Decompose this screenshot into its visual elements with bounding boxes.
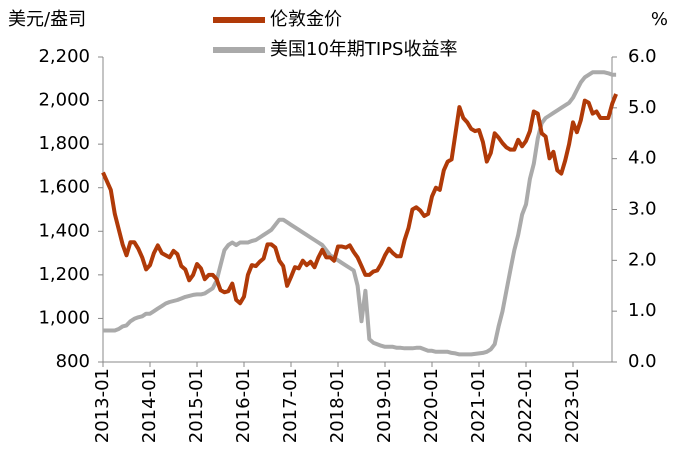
y2-tick-label: 6.0 — [628, 46, 657, 67]
y-tick-label: 2,000 — [38, 90, 90, 111]
y2-tick-label: 5.0 — [628, 97, 657, 118]
x-tick-label: 2016-01 — [233, 368, 254, 443]
series-line — [101, 93, 618, 306]
x-tick-label: 2017-01 — [280, 368, 301, 443]
x-tick-label: 2015-01 — [186, 368, 207, 443]
x-tick-label: 2013-01 — [92, 368, 113, 443]
x-tick-label: 2018-01 — [327, 368, 348, 443]
x-tick-label: 2023-01 — [562, 368, 583, 443]
y2-tick-label: 2.0 — [628, 249, 657, 270]
y2-tick-label: 3.0 — [628, 199, 657, 220]
y-tick-label: 1,600 — [38, 177, 90, 198]
x-tick-label: 2020-01 — [421, 368, 442, 443]
y2-tick-label: 1.0 — [628, 300, 657, 321]
y-tick-label: 800 — [56, 351, 90, 372]
y-tick-label: 1,000 — [38, 307, 90, 328]
series-line — [103, 70, 617, 357]
y-tick-label: 1,200 — [38, 264, 90, 285]
legend-label: 美国10年期TIPS收益率 — [270, 39, 458, 60]
x-tick-label: 2021-01 — [468, 368, 489, 443]
x-tick-label: 2022-01 — [515, 368, 536, 443]
y-tick-label: 1,400 — [38, 220, 90, 241]
y-axis-title: 美元/盎司 — [8, 9, 86, 30]
legend-label: 伦敦金价 — [270, 9, 342, 30]
y2-tick-label: 0.0 — [628, 351, 657, 372]
x-tick-label: 2019-01 — [374, 368, 395, 443]
y-tick-label: 1,800 — [38, 133, 90, 154]
y2-tick-label: 4.0 — [628, 148, 657, 169]
y2-axis-title: % — [651, 9, 668, 30]
x-tick-label: 2014-01 — [139, 368, 160, 443]
y-tick-label: 2,200 — [38, 46, 90, 67]
